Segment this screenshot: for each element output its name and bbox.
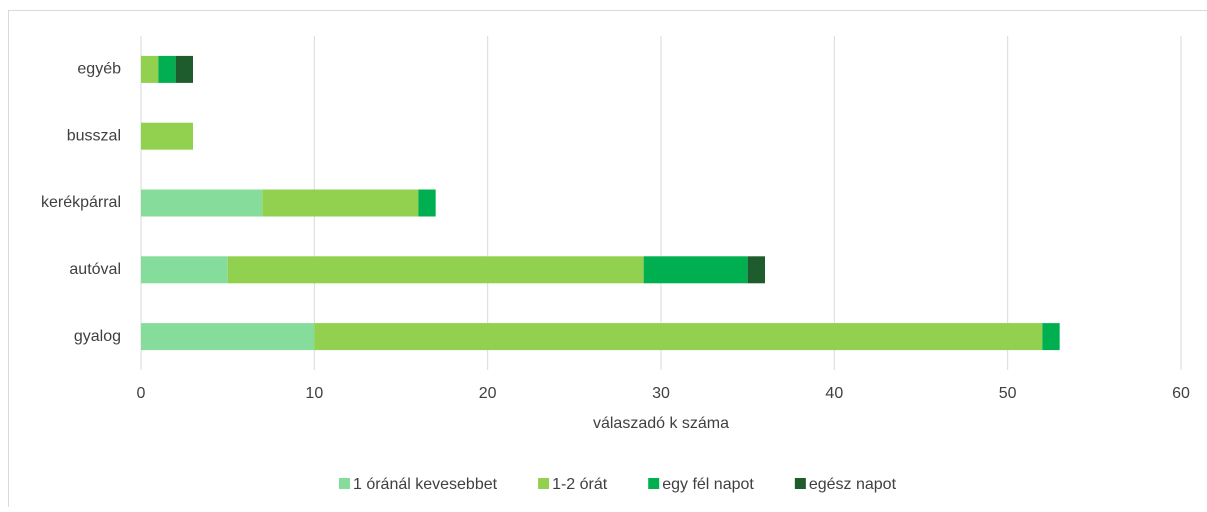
y-tick-label: busszal (67, 127, 121, 144)
x-tick-label: 30 (652, 385, 670, 402)
bar-segment (1042, 323, 1059, 350)
bar-segment (176, 56, 193, 83)
bar-segment (141, 190, 262, 217)
bar-segment (141, 323, 314, 350)
y-tick-label: gyalog (74, 328, 121, 345)
x-axis-label: válaszadó k száma (593, 415, 729, 432)
bar-segment (748, 256, 765, 283)
bar-segment (644, 256, 748, 283)
y-tick-label: kerékpárral (41, 194, 121, 211)
bar-segment (141, 56, 158, 83)
legend-swatch (795, 478, 806, 489)
legend-swatch (648, 478, 659, 489)
x-tick-label: 20 (479, 385, 497, 402)
legend-label: 1-2 órát (552, 476, 608, 493)
legend-swatch (538, 478, 549, 489)
bar-segment (228, 256, 644, 283)
legend-label: egy fél napot (662, 476, 754, 493)
bar-segment (418, 190, 435, 217)
legend-label: 1 óránál kevesebbet (353, 476, 498, 493)
legend-swatch (339, 478, 350, 489)
y-tick-label: autóval (69, 261, 121, 278)
x-tick-label: 10 (305, 385, 323, 402)
x-tick-label: 50 (999, 385, 1017, 402)
x-tick-label: 40 (825, 385, 843, 402)
y-tick-label: egyéb (77, 61, 121, 78)
x-tick-label: 0 (137, 385, 146, 402)
bar-segment (141, 256, 228, 283)
legend-label: egész napot (809, 476, 897, 493)
bar-segment (314, 323, 1042, 350)
bar-segment (141, 123, 193, 150)
bar-segment (158, 56, 175, 83)
bar-segment (262, 190, 418, 217)
x-tick-label: 60 (1172, 385, 1190, 402)
